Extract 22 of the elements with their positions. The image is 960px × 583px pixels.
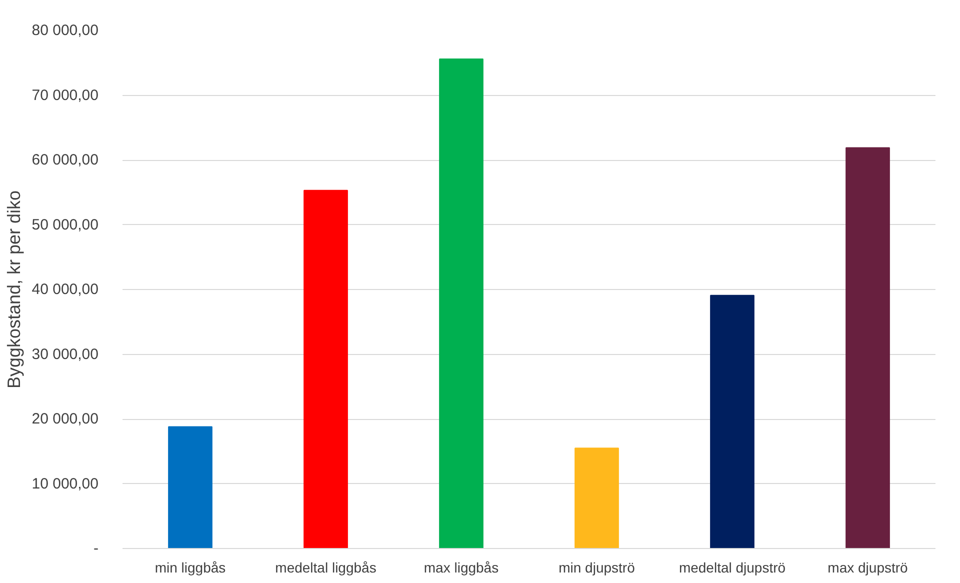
bar — [710, 294, 754, 548]
x-tick-label: max liggbås — [424, 560, 499, 576]
y-tick-label: - — [94, 540, 99, 557]
y-tick-label: 80 000,00 — [32, 22, 99, 39]
y-tick-label: 10 000,00 — [32, 475, 99, 492]
bar — [439, 58, 484, 548]
y-tick-label: 30 000,00 — [32, 346, 99, 363]
bar — [846, 147, 890, 548]
x-tick-label: min djupströ — [558, 560, 636, 576]
y-tick-label: 20 000,00 — [32, 410, 99, 428]
bar — [304, 190, 348, 548]
y-tick-label: 70 000,00 — [32, 86, 99, 104]
bar — [574, 448, 619, 548]
x-tick-label: medeltal djupströ — [678, 560, 786, 576]
x-tick-label: min liggbås — [154, 560, 226, 576]
x-tick-label: medeltal liggbås — [275, 560, 376, 576]
x-tick-label: max djupströ — [828, 560, 908, 576]
y-axis-title: Byggkostand, kr per diko — [4, 190, 24, 389]
y-tick-label: 60 000,00 — [32, 152, 99, 168]
bar — [168, 426, 212, 548]
y-tick-label: 40 000,00 — [32, 281, 99, 298]
y-tick-label: 50 000,00 — [32, 216, 99, 234]
